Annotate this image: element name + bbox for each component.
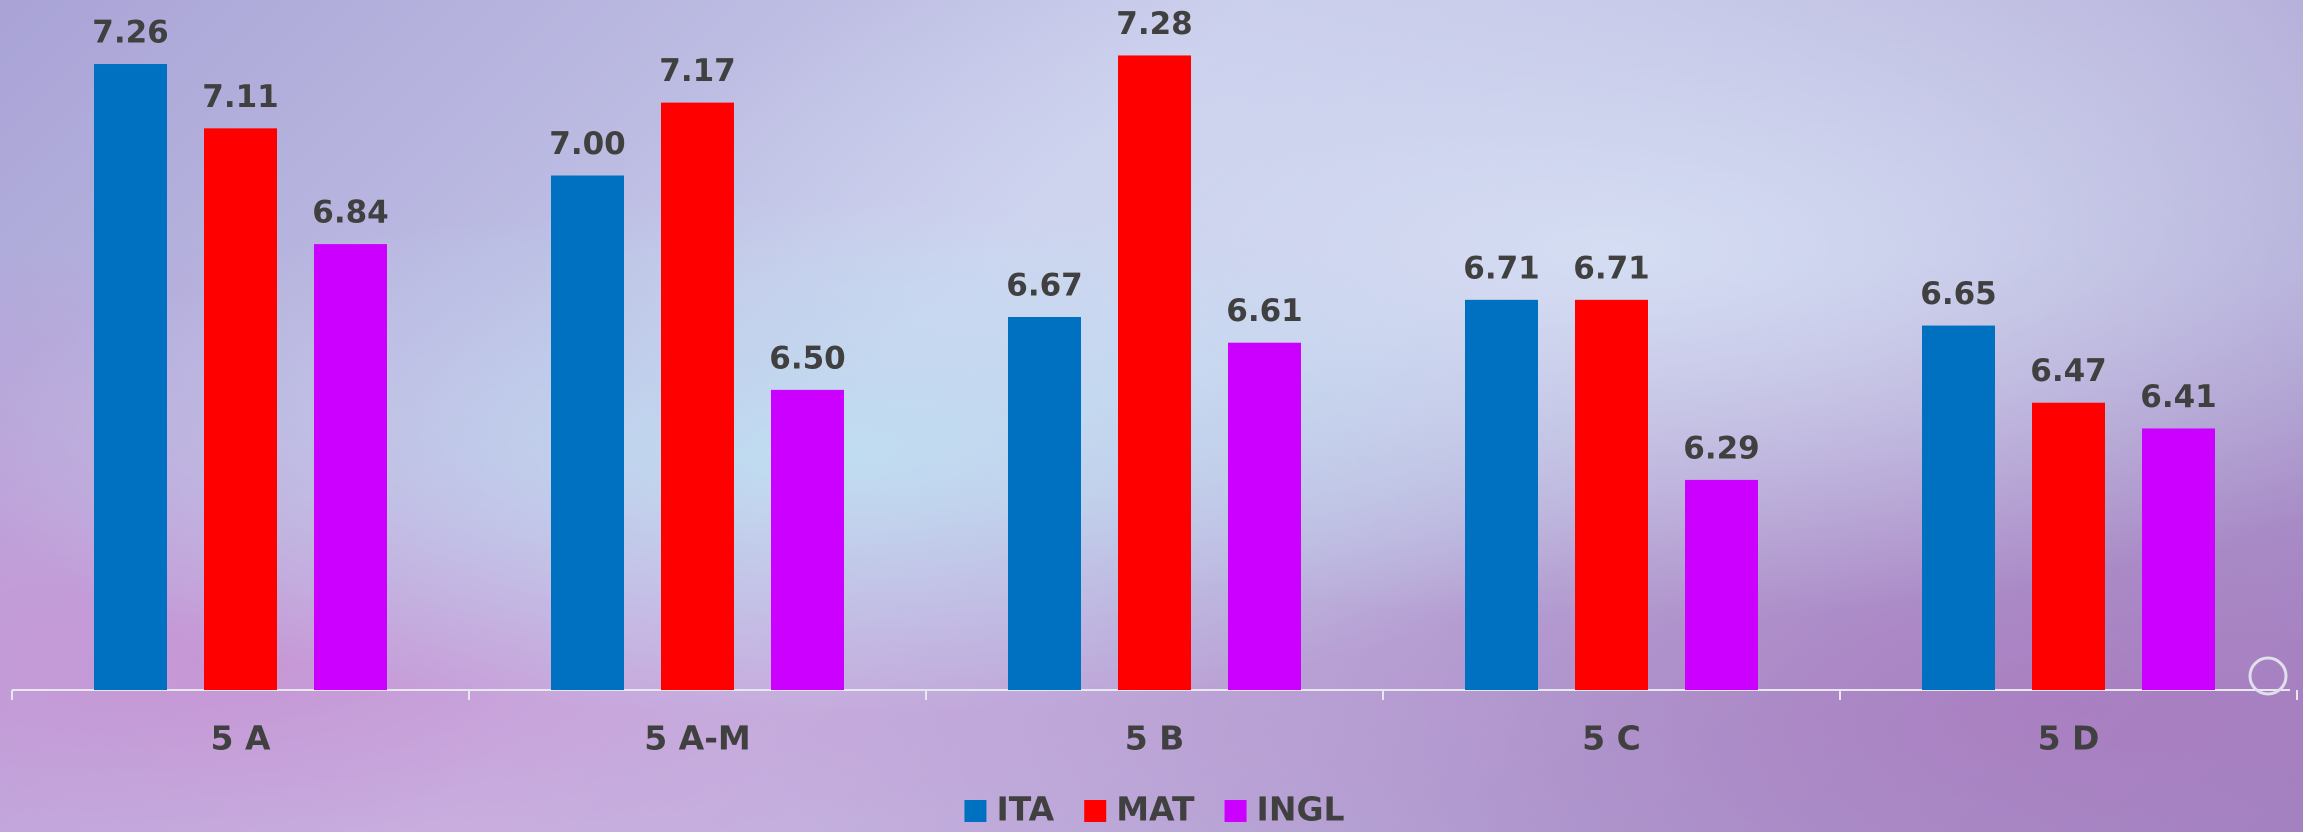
data-label: 6.71	[1463, 250, 1540, 286]
data-label: 7.28	[1116, 6, 1193, 42]
data-label: 7.26	[92, 15, 169, 51]
bar	[1685, 479, 1758, 690]
legend-swatch	[964, 800, 987, 822]
data-label: 6.29	[1683, 430, 1760, 466]
data-label: 6.84	[312, 195, 389, 231]
bar	[771, 389, 844, 690]
data-label: 7.11	[202, 79, 279, 115]
bar	[1228, 342, 1301, 690]
bar	[1922, 325, 1995, 690]
bar	[94, 64, 167, 690]
bar	[1575, 299, 1648, 690]
bar	[1465, 299, 1538, 690]
x-tick-label: 5 B	[1125, 719, 1185, 758]
x-tick-label: 5 A-M	[644, 719, 751, 758]
x-tick-label: 5 D	[2038, 719, 2100, 758]
legend-label: MAT	[1116, 790, 1195, 829]
bar	[2142, 428, 2215, 690]
data-label: 7.00	[549, 126, 626, 162]
data-label: 6.50	[769, 340, 846, 376]
decoration	[2248, 656, 2288, 696]
legend-label: INGL	[1257, 790, 1345, 829]
data-label: 6.67	[1006, 267, 1083, 303]
bar	[661, 102, 734, 691]
bar	[1008, 316, 1081, 690]
bar	[551, 175, 624, 690]
legend-swatch	[1084, 800, 1107, 822]
bar	[314, 244, 387, 690]
data-label: 6.65	[1920, 276, 1997, 312]
data-label: 6.61	[1226, 293, 1303, 329]
data-label: 6.71	[1573, 250, 1650, 286]
legend-label: ITA	[996, 790, 1054, 829]
legend-swatch	[1224, 800, 1247, 822]
data-label: 6.47	[2030, 353, 2107, 389]
x-tick-label: 5 A	[211, 719, 271, 758]
bar	[1118, 55, 1191, 690]
bar	[204, 128, 277, 690]
data-label: 6.41	[2140, 379, 2217, 415]
bar	[2032, 402, 2105, 690]
x-tick-label: 5 C	[1582, 719, 1641, 758]
data-label: 7.17	[659, 53, 736, 89]
